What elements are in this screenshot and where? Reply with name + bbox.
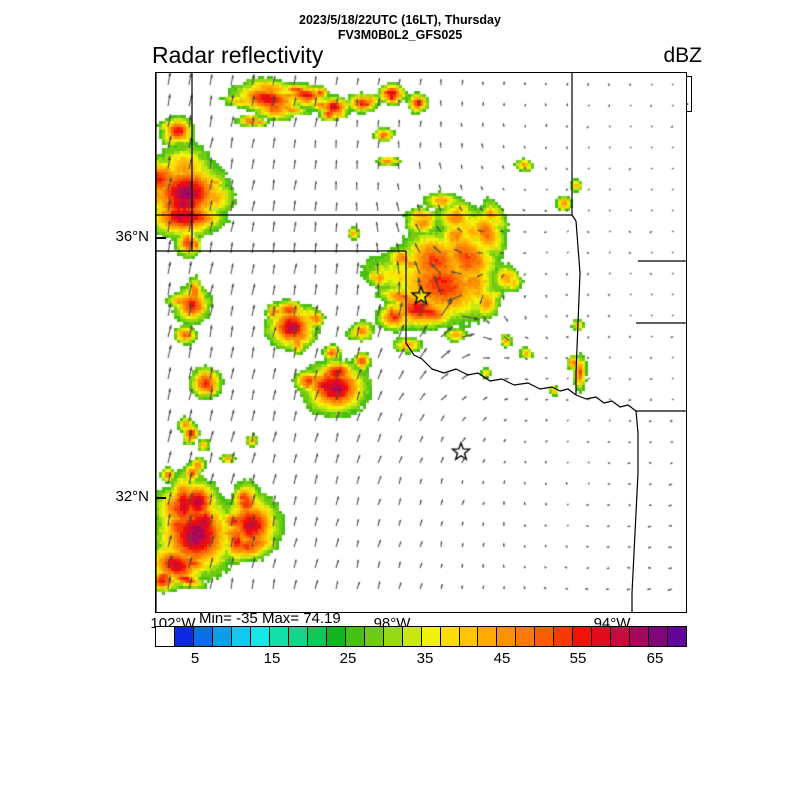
lat-label-36: 36°N [115,228,149,245]
page-title: Radar reflectivity [152,42,324,68]
colorbar-cell-4 [231,627,251,646]
colorbar-label-65: 65 [646,650,664,667]
colorbar-label-5: 5 [190,650,200,667]
colorbar-cell-27 [668,627,687,646]
colorbar-label-35: 35 [416,650,434,667]
colorbar-cell-1 [174,627,194,646]
colorbar-cell-18 [497,627,517,646]
colorbar-cell-3 [212,627,232,646]
colorbar-cell-24 [611,627,631,646]
colorbar-cell-0 [156,627,175,646]
colorbar-cell-21 [554,627,574,646]
colorbar-cell-19 [516,627,536,646]
lat-tick-32 [155,497,166,499]
colorbar[interactable] [155,626,687,647]
colorbar-label-15: 15 [263,650,281,667]
colorbar-cell-7 [288,627,308,646]
colorbar-label-55: 55 [569,650,587,667]
colorbar-cell-14 [421,627,441,646]
colorbar-label-25: 25 [339,650,357,667]
colorbar-cell-26 [649,627,669,646]
colorbar-cell-9 [326,627,346,646]
colorbar-label-45: 45 [493,650,511,667]
colorbar-cell-17 [478,627,498,646]
units-label: dBZ [663,44,702,67]
colorbar-cell-22 [573,627,593,646]
colorbar-cell-15 [440,627,460,646]
colorbar-cell-20 [535,627,555,646]
min-max-annotation: Min= -35 Max= 74.19 [199,610,341,627]
colorbar-cell-11 [364,627,384,646]
colorbar-cell-8 [307,627,327,646]
colorbar-cell-6 [269,627,289,646]
header-model-name: FV3M0B0L2_GFS025 [337,28,463,42]
wind-vector-field [156,73,686,612]
lat-label-32: 32°N [115,488,149,505]
colorbar-cell-13 [402,627,422,646]
colorbar-cell-12 [383,627,403,646]
colorbar-cell-16 [459,627,479,646]
colorbar-cell-5 [250,627,270,646]
colorbar-container[interactable] [155,626,687,647]
colorbar-cell-2 [193,627,213,646]
colorbar-cell-25 [630,627,650,646]
header-datetime: 2023/5/18/22UTC (16LT), Thursday [299,13,501,27]
lat-tick-36 [155,237,166,239]
radar-map-panel[interactable] [155,72,687,613]
colorbar-cell-23 [592,627,612,646]
colorbar-cell-10 [345,627,365,646]
